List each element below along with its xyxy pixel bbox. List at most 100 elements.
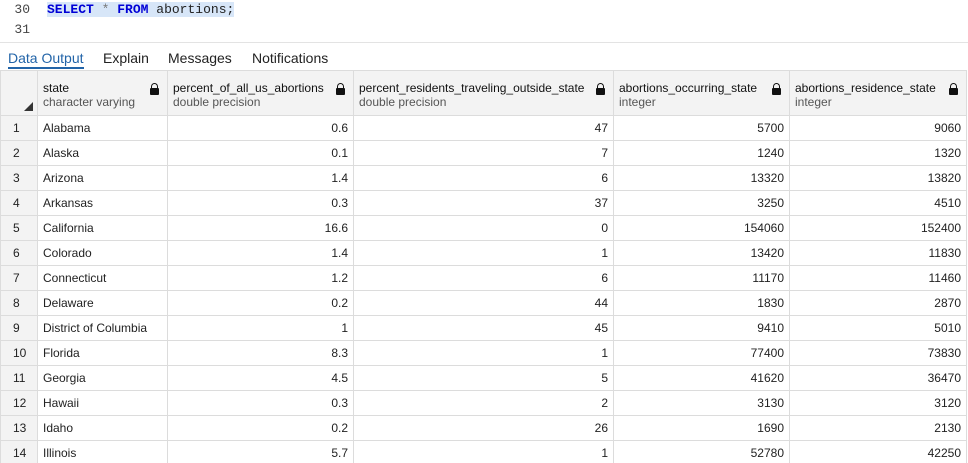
occurring-cell[interactable]: 77400 bbox=[613, 340, 790, 366]
occurring-cell[interactable]: 52780 bbox=[613, 440, 790, 463]
sql-code[interactable]: SELECT * FROM abortions; bbox=[47, 0, 235, 20]
column-header-abortions-occurring-state[interactable]: abortions_occurring_state integer bbox=[613, 70, 790, 116]
residence-cell[interactable]: 9060 bbox=[789, 115, 967, 141]
data-grid[interactable]: state character varying percent_of_all_u… bbox=[0, 70, 968, 463]
table-row[interactable]: 5 California 16.6 0 154060 152400 bbox=[0, 215, 967, 241]
occurring-cell[interactable]: 3130 bbox=[613, 390, 790, 416]
occurring-cell[interactable]: 13420 bbox=[613, 240, 790, 266]
residence-cell[interactable]: 73830 bbox=[789, 340, 967, 366]
table-row[interactable]: 6 Colorado 1.4 1 13420 11830 bbox=[0, 240, 967, 266]
percent-traveling-cell[interactable]: 5 bbox=[353, 365, 614, 391]
residence-cell[interactable]: 36470 bbox=[789, 365, 967, 391]
residence-cell[interactable]: 4510 bbox=[789, 190, 967, 216]
state-cell[interactable]: Hawaii bbox=[37, 390, 168, 416]
row-number[interactable]: 10 bbox=[0, 340, 38, 366]
column-header-percent-residents-traveling[interactable]: percent_residents_traveling_outside_stat… bbox=[353, 70, 614, 116]
table-row[interactable]: 3 Arizona 1.4 6 13320 13820 bbox=[0, 165, 967, 191]
table-row[interactable]: 7 Connecticut 1.2 6 11170 11460 bbox=[0, 265, 967, 291]
row-number[interactable]: 9 bbox=[0, 315, 38, 341]
tab-explain[interactable]: Explain bbox=[103, 50, 149, 66]
tab-notifications[interactable]: Notifications bbox=[252, 50, 329, 66]
column-header-state[interactable]: state character varying bbox=[37, 70, 168, 116]
residence-cell[interactable]: 3120 bbox=[789, 390, 967, 416]
state-cell[interactable]: Illinois bbox=[37, 440, 168, 463]
row-number[interactable]: 7 bbox=[0, 265, 38, 291]
percent-traveling-cell[interactable]: 47 bbox=[353, 115, 614, 141]
state-cell[interactable]: Arizona bbox=[37, 165, 168, 191]
occurring-cell[interactable]: 13320 bbox=[613, 165, 790, 191]
occurring-cell[interactable]: 1830 bbox=[613, 290, 790, 316]
column-header-percent-of-all-us-abortions[interactable]: percent_of_all_us_abortions double preci… bbox=[167, 70, 354, 116]
occurring-cell[interactable]: 11170 bbox=[613, 265, 790, 291]
percent-traveling-cell[interactable]: 1 bbox=[353, 240, 614, 266]
row-number[interactable]: 6 bbox=[0, 240, 38, 266]
table-row[interactable]: 8 Delaware 0.2 44 1830 2870 bbox=[0, 290, 967, 316]
percent-all-cell[interactable]: 0.2 bbox=[167, 290, 354, 316]
row-number[interactable]: 13 bbox=[0, 415, 38, 441]
percent-all-cell[interactable]: 0.3 bbox=[167, 390, 354, 416]
percent-all-cell[interactable]: 0.2 bbox=[167, 415, 354, 441]
state-cell[interactable]: District of Columbia bbox=[37, 315, 168, 341]
table-row[interactable]: 4 Arkansas 0.3 37 3250 4510 bbox=[0, 190, 967, 216]
table-row[interactable]: 2 Alaska 0.1 7 1240 1320 bbox=[0, 140, 967, 166]
state-cell[interactable]: Colorado bbox=[37, 240, 168, 266]
state-cell[interactable]: Florida bbox=[37, 340, 168, 366]
state-cell[interactable]: Idaho bbox=[37, 415, 168, 441]
occurring-cell[interactable]: 41620 bbox=[613, 365, 790, 391]
state-cell[interactable]: Connecticut bbox=[37, 265, 168, 291]
table-row[interactable]: 13 Idaho 0.2 26 1690 2130 bbox=[0, 415, 967, 441]
residence-cell[interactable]: 2130 bbox=[789, 415, 967, 441]
residence-cell[interactable]: 5010 bbox=[789, 315, 967, 341]
residence-cell[interactable]: 152400 bbox=[789, 215, 967, 241]
row-number[interactable]: 5 bbox=[0, 215, 38, 241]
row-number[interactable]: 1 bbox=[0, 115, 38, 141]
percent-all-cell[interactable]: 8.3 bbox=[167, 340, 354, 366]
percent-traveling-cell[interactable]: 45 bbox=[353, 315, 614, 341]
percent-traveling-cell[interactable]: 26 bbox=[353, 415, 614, 441]
table-row[interactable]: 10 Florida 8.3 1 77400 73830 bbox=[0, 340, 967, 366]
residence-cell[interactable]: 42250 bbox=[789, 440, 967, 463]
row-number[interactable]: 3 bbox=[0, 165, 38, 191]
sql-editor[interactable]: 30 SELECT * FROM abortions; 31 bbox=[0, 0, 968, 43]
percent-all-cell[interactable]: 0.1 bbox=[167, 140, 354, 166]
occurring-cell[interactable]: 5700 bbox=[613, 115, 790, 141]
percent-all-cell[interactable]: 1.2 bbox=[167, 265, 354, 291]
percent-traveling-cell[interactable]: 6 bbox=[353, 265, 614, 291]
state-cell[interactable]: Arkansas bbox=[37, 190, 168, 216]
residence-cell[interactable]: 2870 bbox=[789, 290, 967, 316]
residence-cell[interactable]: 11460 bbox=[789, 265, 967, 291]
row-number[interactable]: 2 bbox=[0, 140, 38, 166]
percent-all-cell[interactable]: 16.6 bbox=[167, 215, 354, 241]
percent-traveling-cell[interactable]: 1 bbox=[353, 440, 614, 463]
percent-traveling-cell[interactable]: 37 bbox=[353, 190, 614, 216]
tab-data-output[interactable]: Data Output bbox=[8, 43, 84, 69]
state-cell[interactable]: Alabama bbox=[37, 115, 168, 141]
row-number[interactable]: 4 bbox=[0, 190, 38, 216]
percent-traveling-cell[interactable]: 44 bbox=[353, 290, 614, 316]
select-all-corner[interactable] bbox=[0, 70, 38, 116]
tab-messages[interactable]: Messages bbox=[168, 50, 232, 66]
percent-all-cell[interactable]: 5.7 bbox=[167, 440, 354, 463]
percent-traveling-cell[interactable]: 6 bbox=[353, 165, 614, 191]
percent-all-cell[interactable]: 1.4 bbox=[167, 240, 354, 266]
percent-all-cell[interactable]: 0.6 bbox=[167, 115, 354, 141]
occurring-cell[interactable]: 1690 bbox=[613, 415, 790, 441]
table-row[interactable]: 1 Alabama 0.6 47 5700 9060 bbox=[0, 115, 967, 141]
occurring-cell[interactable]: 9410 bbox=[613, 315, 790, 341]
row-number[interactable]: 11 bbox=[0, 365, 38, 391]
percent-traveling-cell[interactable]: 7 bbox=[353, 140, 614, 166]
percent-all-cell[interactable]: 1 bbox=[167, 315, 354, 341]
occurring-cell[interactable]: 154060 bbox=[613, 215, 790, 241]
residence-cell[interactable]: 13820 bbox=[789, 165, 967, 191]
table-row[interactable]: 9 District of Columbia 1 45 9410 5010 bbox=[0, 315, 967, 341]
state-cell[interactable]: California bbox=[37, 215, 168, 241]
percent-traveling-cell[interactable]: 2 bbox=[353, 390, 614, 416]
state-cell[interactable]: Georgia bbox=[37, 365, 168, 391]
table-row[interactable]: 11 Georgia 4.5 5 41620 36470 bbox=[0, 365, 967, 391]
row-number[interactable]: 12 bbox=[0, 390, 38, 416]
state-cell[interactable]: Alaska bbox=[37, 140, 168, 166]
percent-all-cell[interactable]: 0.3 bbox=[167, 190, 354, 216]
state-cell[interactable]: Delaware bbox=[37, 290, 168, 316]
row-number[interactable]: 8 bbox=[0, 290, 38, 316]
column-header-abortions-residence-state[interactable]: abortions_residence_state integer bbox=[789, 70, 967, 116]
